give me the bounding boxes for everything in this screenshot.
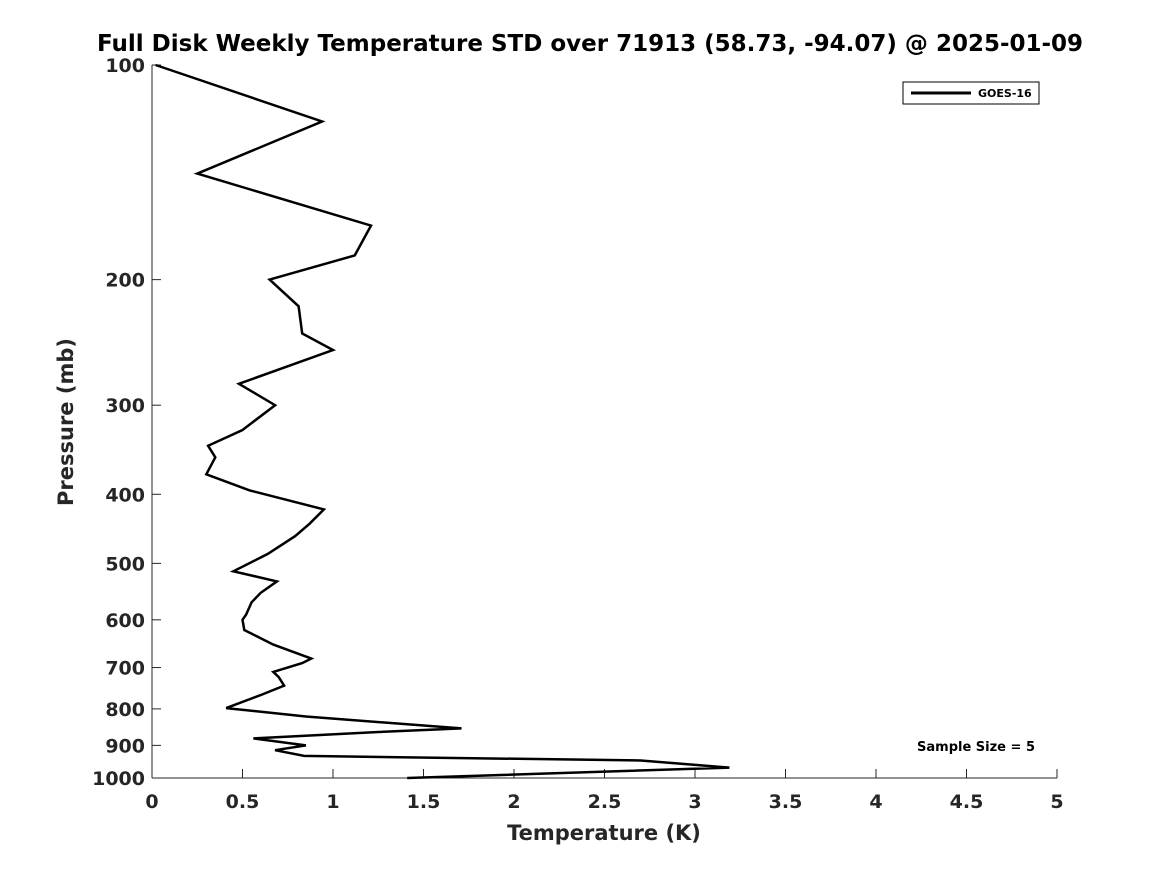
y-tick-label: 800 <box>105 699 145 721</box>
y-ticks: 100 200 300 400 500 600 700 800 900 1000 <box>92 55 161 790</box>
sample-size-annotation: Sample Size = 5 <box>917 740 1035 755</box>
x-tick-label: 3.5 <box>769 791 803 813</box>
y-tick-label: 700 <box>105 658 145 680</box>
chart-title: Full Disk Weekly Temperature STD over 71… <box>97 31 1083 57</box>
x-tick-label: 2 <box>507 791 520 813</box>
plot-area <box>152 65 1057 778</box>
series-line-goes-16 <box>155 63 730 780</box>
x-tick-label: 3 <box>688 791 701 813</box>
y-tick-label: 1000 <box>92 768 145 790</box>
x-tick-label: 4 <box>869 791 882 813</box>
series-layer <box>155 63 730 780</box>
y-tick-label: 500 <box>105 553 145 575</box>
y-tick-label: 400 <box>105 484 145 506</box>
x-tick-label: 2.5 <box>588 791 622 813</box>
x-tick-label: 1.5 <box>407 791 441 813</box>
y-tick-label: 600 <box>105 610 145 632</box>
x-tick-label: 5 <box>1050 791 1063 813</box>
y-tick-label: 200 <box>105 270 145 292</box>
x-axis-label: Temperature (K) <box>507 821 701 845</box>
y-tick-label: 300 <box>105 395 145 417</box>
legend-entry-goes-16: GOES-16 <box>978 87 1032 100</box>
x-tick-label: 4.5 <box>950 791 984 813</box>
legend: GOES-16 <box>902 81 1040 105</box>
y-tick-label: 100 <box>105 55 145 77</box>
x-tick-label: 0 <box>145 791 158 813</box>
x-ticks: 0 0.5 1 1.5 2 2.5 3 3.5 4 4.5 5 <box>145 769 1064 813</box>
y-axis-label: Pressure (mb) <box>54 338 78 506</box>
y-tick-label: 900 <box>105 735 145 757</box>
x-tick-label: 1 <box>326 791 339 813</box>
x-tick-label: 0.5 <box>226 791 260 813</box>
